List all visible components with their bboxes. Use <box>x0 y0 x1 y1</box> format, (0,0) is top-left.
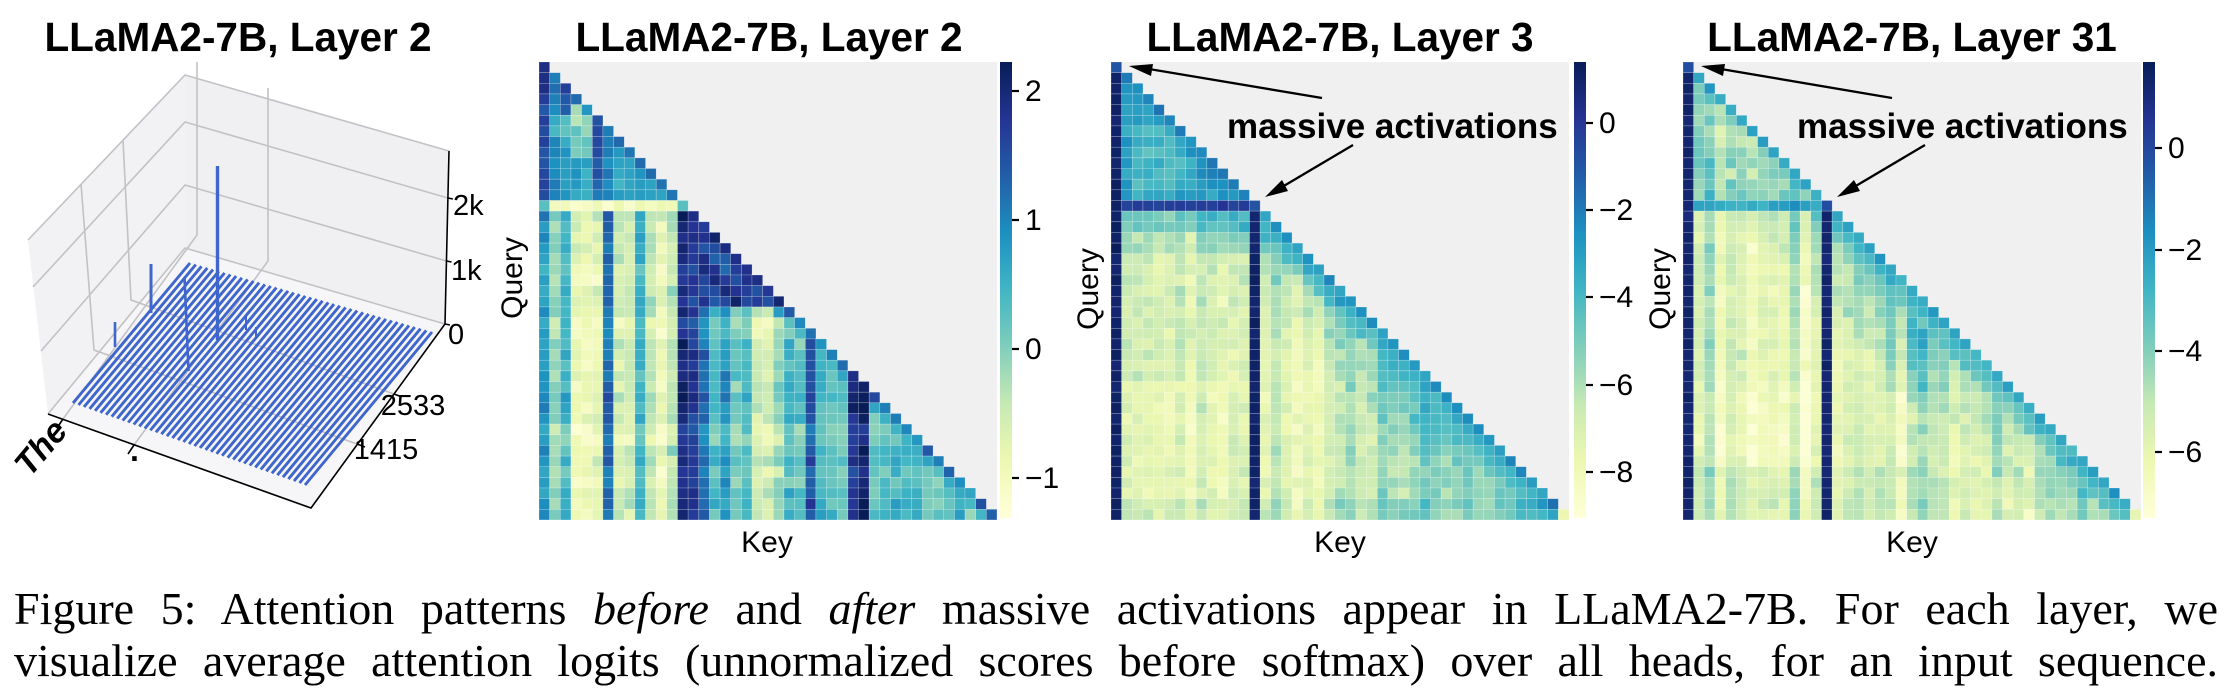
svg-text:1415: 1415 <box>354 434 419 466</box>
svg-text:0: 0 <box>2168 132 2185 165</box>
svg-text:massive activations: massive activations <box>1227 107 1558 146</box>
svg-text:2: 2 <box>1025 75 1042 108</box>
svg-text:LLaMA2-7B, Layer 3: LLaMA2-7B, Layer 3 <box>1146 14 1533 60</box>
svg-text:2k: 2k <box>453 190 484 222</box>
svg-text:Key: Key <box>741 526 793 559</box>
svg-text:Query: Query <box>1072 248 1105 330</box>
svg-text:−2: −2 <box>2168 234 2202 267</box>
svg-text:1: 1 <box>1025 204 1042 237</box>
svg-text:0: 0 <box>448 319 464 351</box>
svg-text:Query: Query <box>496 237 529 319</box>
svg-text:−2: −2 <box>1599 194 1633 227</box>
svg-text:LLaMA2-7B, Layer 2: LLaMA2-7B, Layer 2 <box>575 14 962 60</box>
svg-text:Key: Key <box>1314 526 1366 559</box>
svg-text:−4: −4 <box>1599 281 1633 314</box>
svg-text:−6: −6 <box>2168 436 2202 469</box>
svg-text:−6: −6 <box>1599 369 1633 402</box>
svg-text:−4: −4 <box>2168 335 2202 368</box>
svg-text:LLaMA2-7B, Layer 2: LLaMA2-7B, Layer 2 <box>44 14 431 60</box>
svg-text:0: 0 <box>1025 333 1042 366</box>
svg-text:LLaMA2-7B, Layer 31: LLaMA2-7B, Layer 31 <box>1707 14 2117 60</box>
svg-text:Query: Query <box>1644 248 1677 330</box>
svg-text:massive activations: massive activations <box>1797 107 2128 146</box>
svg-text:−1: −1 <box>1025 462 1059 495</box>
svg-text:0: 0 <box>1599 107 1616 140</box>
svg-text:2533: 2533 <box>381 390 446 422</box>
svg-text:1k: 1k <box>451 255 482 287</box>
svg-text:−8: −8 <box>1599 456 1633 489</box>
svg-text:.: . <box>130 432 139 468</box>
svg-text:Key: Key <box>1886 526 1938 559</box>
